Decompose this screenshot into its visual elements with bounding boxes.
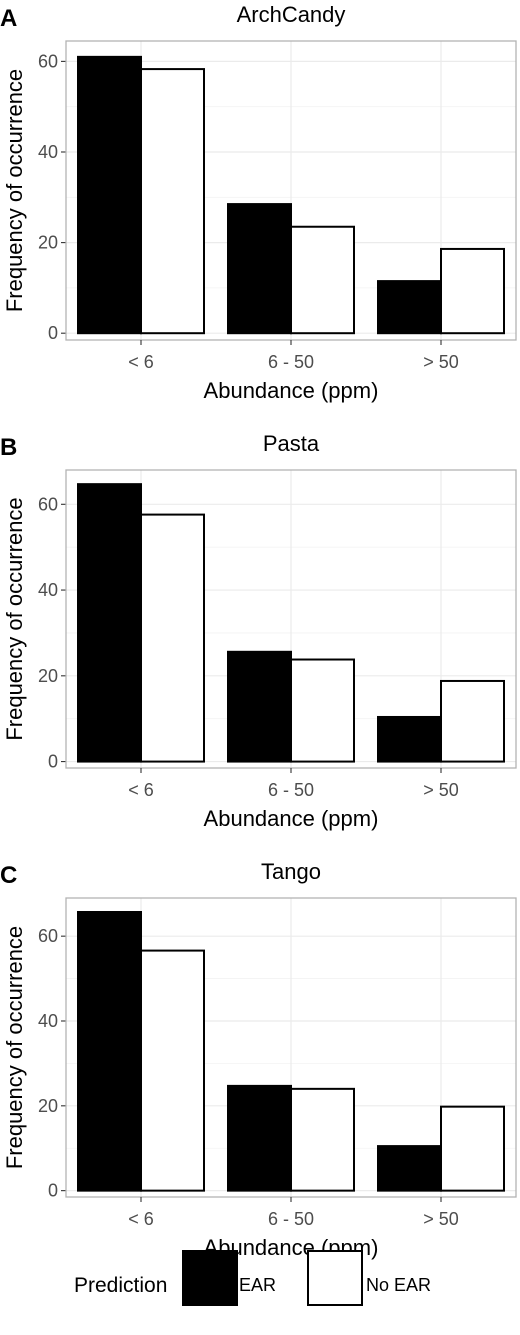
legend-key-ear [182, 1250, 238, 1306]
y-tick-label: 20 [38, 233, 58, 253]
y-axis-label: Frequency of occurrence [2, 926, 27, 1169]
legend-key-no-ear [307, 1250, 363, 1306]
x-tick-label: < 6 [128, 1209, 154, 1229]
x-tick-label: > 50 [423, 352, 459, 372]
panel-letter: B [0, 434, 17, 461]
x-tick-label: > 50 [423, 780, 459, 800]
x-tick-label: < 6 [128, 352, 154, 372]
bar-no-ear [290, 658, 355, 763]
y-tick-label: 60 [38, 51, 58, 71]
bar-no-ear [140, 513, 205, 763]
bar-ear [227, 650, 292, 763]
bar-ear [77, 55, 142, 335]
panel-letter: A [0, 5, 17, 32]
legend: Prediction EAR No EAR [74, 1250, 431, 1306]
y-tick-label: 60 [38, 926, 58, 946]
y-tick-label: 40 [38, 580, 58, 600]
bar-ear [377, 1145, 442, 1192]
x-tick-label: < 6 [128, 780, 154, 800]
bar-no-ear [290, 1087, 355, 1192]
bar-no-ear [140, 68, 205, 335]
panel-a: A ArchCandy 0 20 40 60 < 6 6 - 50 > 50 Abundance … [0, 2, 517, 403]
y-tick-label: 20 [38, 1096, 58, 1116]
x-tick-label: 6 - 50 [268, 1209, 314, 1229]
panel-title: ArchCandy [237, 2, 346, 27]
bar-ear [77, 483, 142, 763]
y-axis-label: Frequency of occurrence [2, 497, 27, 740]
bar-ear [227, 1084, 292, 1192]
y-axis-label: Frequency of occurrence [2, 69, 27, 312]
legend-label-no-ear: No EAR [366, 1275, 431, 1295]
y-tick-label: 40 [38, 142, 58, 162]
y-tick-label: 20 [38, 666, 58, 686]
bar-no-ear [440, 679, 505, 763]
panel-title: Tango [261, 859, 321, 884]
y-tick-label: 40 [38, 1011, 58, 1031]
x-tick-label: 6 - 50 [268, 780, 314, 800]
legend-label-ear: EAR [239, 1275, 276, 1295]
panel-letter: C [0, 862, 17, 889]
x-tick-label: > 50 [423, 1209, 459, 1229]
x-axis-label: Abundance (ppm) [204, 806, 379, 831]
bar-ear [77, 910, 142, 1192]
panel-title: Pasta [263, 431, 320, 456]
y-tick-label: 0 [48, 1181, 58, 1201]
legend-title: Prediction [74, 1274, 167, 1297]
x-axis-label: Abundance (ppm) [204, 378, 379, 403]
bar-no-ear [290, 225, 355, 335]
x-tick-label: 6 - 50 [268, 352, 314, 372]
panel-b: B Pasta 0 20 40 60 < 6 6 - 50 > 50 Abundance (ppm… [0, 431, 517, 831]
bar-ear [227, 203, 292, 335]
bar-ear [377, 715, 442, 763]
bar-no-ear [440, 247, 505, 335]
y-tick-label: 0 [48, 323, 58, 343]
bar-no-ear [440, 1105, 505, 1192]
y-tick-label: 0 [48, 752, 58, 772]
bar-ear [377, 280, 442, 335]
y-tick-label: 60 [38, 494, 58, 514]
bar-no-ear [140, 949, 205, 1192]
